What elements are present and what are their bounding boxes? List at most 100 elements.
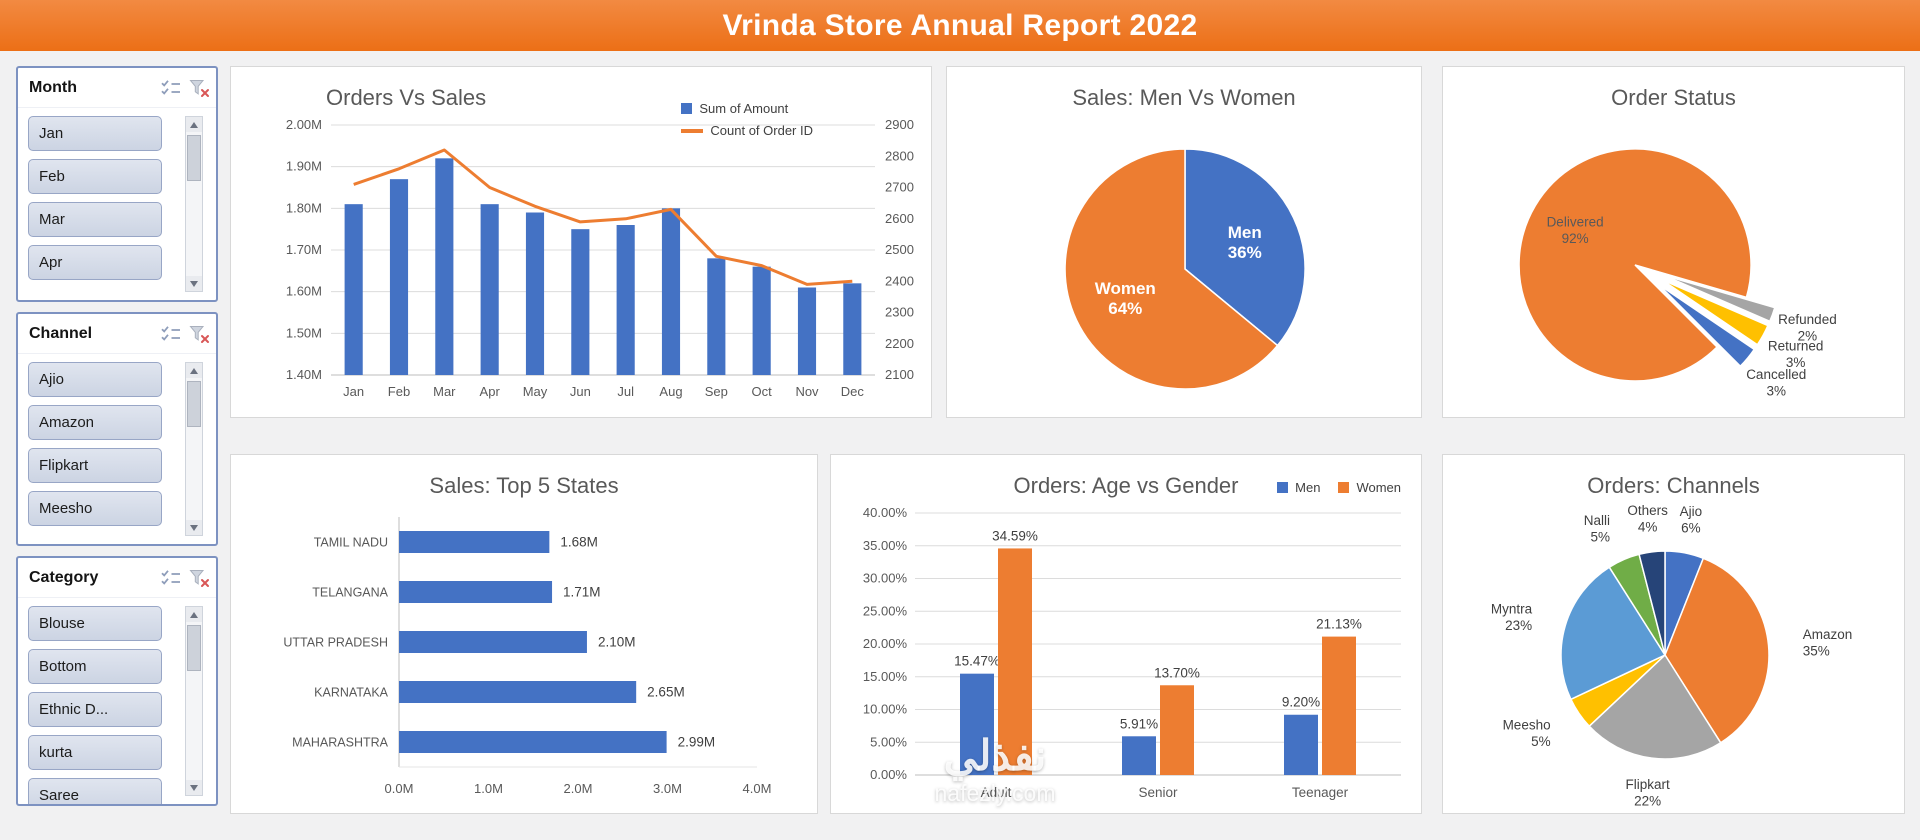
- slicer-item-saree[interactable]: Saree: [28, 778, 162, 804]
- scrollbar-up-button[interactable]: [186, 363, 202, 378]
- slicer-item-jan[interactable]: Jan: [28, 116, 162, 151]
- multiselect-icon[interactable]: [159, 568, 183, 588]
- legend-item-women: Women: [1338, 480, 1401, 495]
- svg-text:34.59%: 34.59%: [992, 528, 1038, 543]
- svg-text:Oct: Oct: [752, 384, 773, 399]
- svg-text:Others: Others: [1627, 503, 1668, 518]
- slicer-item-mar[interactable]: Mar: [28, 202, 162, 237]
- scrollbar-down-button[interactable]: [186, 780, 202, 795]
- clear-filter-icon[interactable]: [188, 568, 210, 588]
- scrollbar-up-button[interactable]: [186, 117, 202, 132]
- svg-text:5%: 5%: [1591, 530, 1611, 545]
- svg-text:1.68M: 1.68M: [560, 535, 598, 550]
- clear-filter-icon[interactable]: [188, 324, 210, 344]
- count-of-order-id-line: [353, 148, 853, 286]
- channel-slicer: Channel Ajio Amazon Flipkart Meesho: [16, 312, 218, 546]
- svg-text:May: May: [523, 384, 548, 399]
- svg-text:35.00%: 35.00%: [863, 538, 908, 553]
- bar-karnataka: [399, 681, 637, 703]
- top5-states-chart: 0.0M 1.0M 2.0M 3.0M 4.0M TAMIL NADU 1.68M TELAN…: [231, 455, 817, 813]
- report-title: Vrinda Store Annual Report 2022: [722, 8, 1198, 42]
- svg-text:Teenager: Teenager: [1292, 785, 1349, 800]
- legend-item-men: Men: [1277, 480, 1320, 495]
- svg-text:15.47%: 15.47%: [954, 654, 1000, 669]
- scrollbar-up-button[interactable]: [186, 607, 202, 622]
- top5_states-svg: 0.0M 1.0M 2.0M 3.0M 4.0M TAMIL NADU 1.68M TELAN…: [283, 517, 771, 796]
- svg-text:6%: 6%: [1681, 521, 1701, 536]
- bar-uttar-pradesh: [399, 631, 587, 653]
- slicer-item-bottom[interactable]: Bottom: [28, 649, 162, 684]
- slicer-scrollbar[interactable]: [185, 362, 203, 536]
- svg-text:2%: 2%: [1798, 329, 1818, 344]
- svg-text:2500: 2500: [885, 242, 914, 257]
- slicer-item-feb[interactable]: Feb: [28, 159, 162, 194]
- bar-jun: [571, 229, 590, 375]
- scrollbar-thumb[interactable]: [187, 381, 201, 427]
- bar-dec: [843, 283, 862, 375]
- scroll-down-icon: [190, 280, 198, 287]
- bar-jul: [616, 225, 635, 375]
- scrollbar-down-button[interactable]: [186, 276, 202, 291]
- bar-feb: [389, 179, 409, 375]
- pie-slice-amazon: [1664, 557, 1770, 744]
- svg-text:13.70%: 13.70%: [1154, 665, 1200, 680]
- slicer-title: Month: [29, 78, 77, 96]
- svg-text:0.0M: 0.0M: [385, 781, 414, 796]
- clear-filter-icon[interactable]: [188, 78, 210, 98]
- color-swatch-icon: [681, 103, 693, 114]
- scrollbar-track[interactable]: [186, 622, 202, 780]
- svg-text:Flipkart: Flipkart: [1626, 777, 1671, 792]
- svg-text:40.00%: 40.00%: [863, 505, 908, 520]
- slicer-item-meesho[interactable]: Meesho: [28, 491, 162, 526]
- slicer-icons: [159, 568, 210, 588]
- svg-text:2.0M: 2.0M: [564, 781, 593, 796]
- slicer-items: Jan Feb Mar Apr: [28, 116, 162, 280]
- svg-text:Mar: Mar: [433, 384, 456, 399]
- scrollbar-track[interactable]: [186, 132, 202, 276]
- age-vs-gender-chart: 0.00% 5.00% 10.00% 15.00% 20.00% 25.00% 30.00%…: [831, 455, 1421, 813]
- multiselect-icon[interactable]: [159, 324, 183, 344]
- pie-slice-men: [1184, 148, 1306, 347]
- bar-teenager-men: [1284, 714, 1318, 775]
- slicer-scrollbar[interactable]: [185, 116, 203, 292]
- scrollbar-thumb[interactable]: [187, 135, 201, 181]
- slicer-scrollbar[interactable]: [185, 606, 203, 796]
- scroll-up-icon: [190, 121, 198, 128]
- svg-text:Sep: Sep: [705, 384, 728, 399]
- svg-text:2.00M: 2.00M: [286, 117, 322, 132]
- svg-text:36%: 36%: [1228, 243, 1262, 262]
- svg-text:Jul: Jul: [617, 384, 634, 399]
- svg-text:1.90M: 1.90M: [286, 159, 322, 174]
- slicer-item-blouse[interactable]: Blouse: [28, 606, 162, 641]
- scrollbar-down-button[interactable]: [186, 520, 202, 535]
- slicer-item-apr[interactable]: Apr: [28, 245, 162, 280]
- svg-text:Returned: Returned: [1768, 338, 1824, 353]
- slicer-item-kurta[interactable]: kurta: [28, 735, 162, 770]
- top5-states-card: 0.0M 1.0M 2.0M 3.0M 4.0M TAMIL NADU 1.68M TELAN…: [230, 454, 818, 814]
- svg-text:25.00%: 25.00%: [863, 603, 908, 618]
- slicer-items: Ajio Amazon Flipkart Meesho: [28, 362, 162, 526]
- slicer-item-flipkart[interactable]: Flipkart: [28, 448, 162, 483]
- scroll-down-icon: [190, 784, 198, 791]
- legend-label: Women: [1356, 480, 1401, 495]
- svg-text:Senior: Senior: [1138, 785, 1178, 800]
- chart-legend: Men Women: [1277, 480, 1401, 495]
- scroll-up-icon: [190, 611, 198, 618]
- svg-text:64%: 64%: [1108, 299, 1142, 318]
- chart-title: Orders: Age vs Gender: [1013, 473, 1239, 498]
- slicer-item-amazon[interactable]: Amazon: [28, 405, 162, 440]
- legend-item-sum-of-amount: Sum of Amount: [681, 101, 788, 116]
- svg-text:Dec: Dec: [841, 384, 865, 399]
- multiselect-icon[interactable]: [159, 78, 183, 98]
- slicer-item-ajio[interactable]: Ajio: [28, 362, 162, 397]
- svg-text:2200: 2200: [885, 336, 914, 351]
- scrollbar-thumb[interactable]: [187, 625, 201, 671]
- bar-may: [525, 212, 545, 375]
- bar-mar: [435, 158, 454, 375]
- chart-legend: Sum of Amount Count of Order ID: [681, 101, 813, 138]
- svg-text:3%: 3%: [1786, 355, 1806, 370]
- scrollbar-track[interactable]: [186, 378, 202, 520]
- pie-slice-returned: [1660, 278, 1769, 346]
- slicer-item-ethnic-d[interactable]: Ethnic D...: [28, 692, 162, 727]
